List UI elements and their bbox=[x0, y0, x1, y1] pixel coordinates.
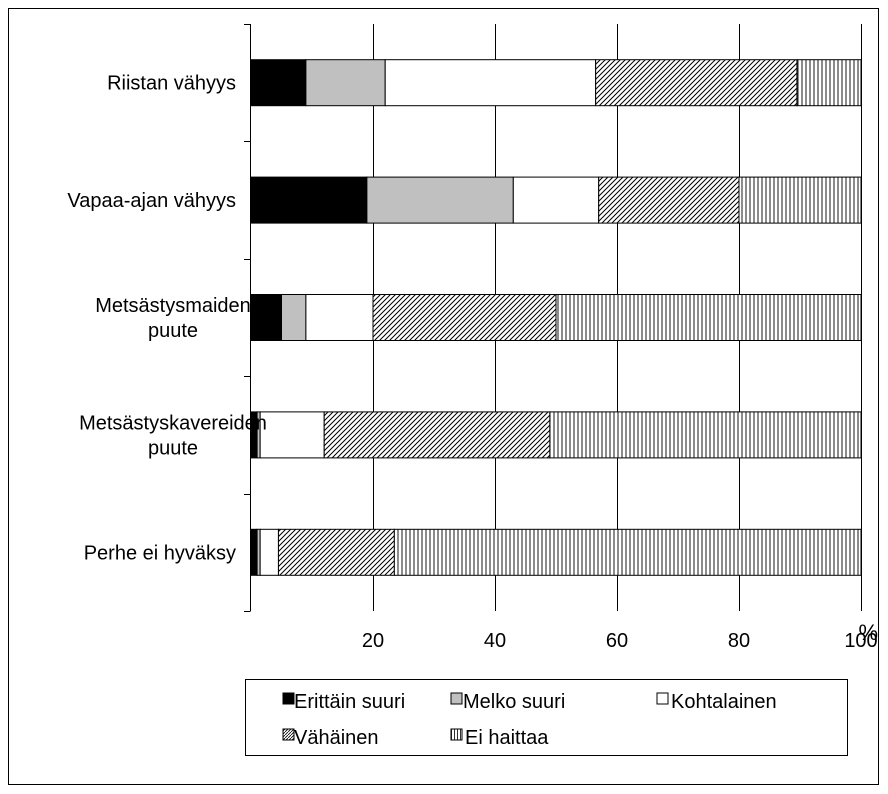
category-label-perhe-ei-hyvaksy: Perhe ei hyväksy bbox=[84, 542, 236, 564]
legend-item-kohtalainen: Kohtalainen bbox=[656, 691, 777, 713]
category-label-line: Metsästyskavereiden bbox=[79, 412, 267, 434]
legend-item-melko-suuri: Melko suuri bbox=[450, 691, 565, 713]
category-label-riistan-vahyys: Riistan vähyys bbox=[107, 73, 236, 95]
bar-vapaa-ajan-vahyys-ei-haittaa bbox=[738, 176, 862, 224]
bar-riistan-vahyys-ei-haittaa bbox=[796, 59, 862, 107]
bar-metsastysmaiden-puute-ei-haittaa bbox=[555, 294, 862, 341]
x-axis-unit-label: % bbox=[858, 620, 878, 645]
legend-item-erittain-suuri: Erittäin suuri bbox=[282, 691, 405, 713]
bar-metsastysmaiden-puute-vahainen bbox=[372, 294, 557, 341]
category-labels: Riistan vähyys Vapaa-ajan vähyys Metsästys… bbox=[67, 73, 267, 565]
category-label-metsastyskavereiden-puute: Metsästyskavereiden puute bbox=[79, 412, 267, 459]
legend-item-vahainen: Vähäinen bbox=[282, 727, 379, 749]
legend-item-ei-haittaa: Ei haittaa bbox=[450, 727, 549, 749]
bar-vapaa-ajan-vahyys-vahainen bbox=[598, 176, 740, 224]
chart-border bbox=[8, 8, 879, 785]
category-label-line: Riistan vähyys bbox=[107, 73, 236, 95]
legend-swatch-erittain-suuri bbox=[282, 692, 295, 705]
legend: Erittäin suuri Melko suuri Kohtalainen V… bbox=[245, 679, 848, 756]
x-tick-label-60: 60 bbox=[606, 630, 628, 652]
bar-perhe-ei-hyvaksy-kohtalainen bbox=[259, 528, 279, 576]
bar-perhe-ei-hyvaksy-ei-haittaa bbox=[393, 528, 862, 576]
x-tick-label-20: 20 bbox=[362, 630, 384, 652]
category-label-line: puute bbox=[148, 320, 198, 342]
category-label-line: Perhe ei hyväksy bbox=[84, 542, 236, 564]
legend-label-erittain-suuri: Erittäin suuri bbox=[294, 691, 405, 713]
bar-metsastysmaiden-puute-melko-suuri bbox=[281, 294, 307, 341]
legend-label-vahainen: Vähäinen bbox=[294, 727, 379, 749]
bar-riistan-vahyys-erittain-suuri bbox=[250, 59, 307, 107]
bar-riistan-vahyys-vahainen bbox=[595, 59, 798, 107]
category-label-metsastysmaiden-puute: Metsästysmaiden puute bbox=[95, 295, 251, 342]
bars bbox=[250, 59, 862, 576]
bar-metsastysmaiden-puute-erittain-suuri bbox=[250, 294, 282, 341]
x-tick-label-80: 80 bbox=[728, 630, 750, 652]
legend-box bbox=[245, 679, 848, 756]
legend-label-kohtalainen: Kohtalainen bbox=[671, 691, 777, 713]
bar-perhe-ei-hyvaksy-vahainen bbox=[277, 528, 395, 576]
x-tick-labels: 20 40 60 80 100 bbox=[362, 630, 878, 652]
category-label-vapaa-ajan-vahyys: Vapaa-ajan vähyys bbox=[67, 190, 236, 212]
x-tick-label-100: 100 bbox=[844, 630, 877, 652]
category-label-line: Vapaa-ajan vähyys bbox=[67, 190, 236, 212]
bar-vapaa-ajan-vahyys-melko-suuri bbox=[366, 176, 514, 224]
bar-vapaa-ajan-vahyys-erittain-suuri bbox=[250, 176, 368, 224]
legend-swatch-kohtalainen bbox=[656, 692, 669, 705]
bar-metsastyskavereiden-puute-kohtalainen bbox=[259, 411, 325, 459]
bar-metsastyskavereiden-puute-vahainen bbox=[323, 411, 551, 459]
legend-swatch-vahainen bbox=[282, 728, 295, 741]
axes bbox=[244, 24, 251, 612]
bar-perhe-ei-hyvaksy-erittain-suuri bbox=[250, 528, 258, 576]
bar-riistan-vahyys-kohtalainen bbox=[384, 59, 597, 107]
legend-label-melko-suuri: Melko suuri bbox=[463, 691, 565, 713]
legend-swatch-ei-haittaa bbox=[450, 728, 463, 741]
legend-label-ei-haittaa: Ei haittaa bbox=[465, 727, 549, 749]
category-label-line: puute bbox=[148, 437, 198, 459]
bar-metsastyskavereiden-puute-ei-haittaa bbox=[549, 411, 862, 459]
category-label-line: Metsästysmaiden bbox=[95, 295, 251, 317]
bar-metsastysmaiden-puute-kohtalainen bbox=[305, 294, 374, 341]
legend-swatch-melko-suuri bbox=[450, 692, 463, 705]
bar-vapaa-ajan-vahyys-kohtalainen bbox=[512, 176, 600, 224]
bar-riistan-vahyys-melko-suuri bbox=[305, 59, 386, 107]
x-tick-label-40: 40 bbox=[484, 630, 506, 652]
